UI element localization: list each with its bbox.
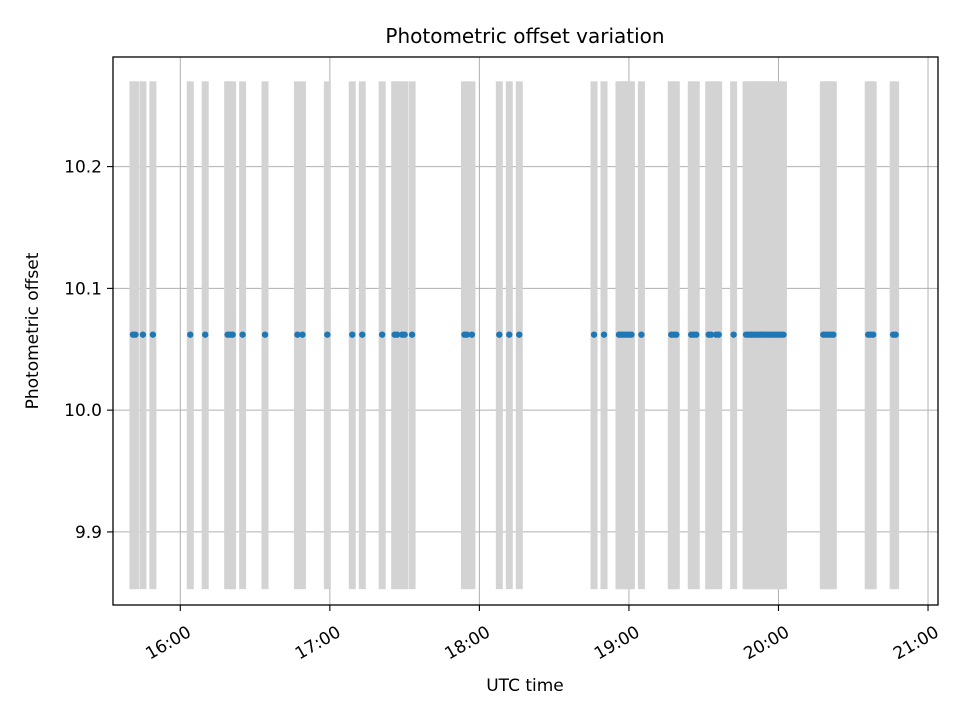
data-point bbox=[780, 331, 787, 338]
x-axis-label: UTC time bbox=[486, 676, 564, 696]
data-point bbox=[590, 331, 598, 338]
data-point bbox=[229, 331, 236, 338]
data-point bbox=[187, 331, 194, 338]
y-tick-label: 10.2 bbox=[64, 158, 102, 178]
data-point bbox=[830, 331, 837, 338]
axes-frame bbox=[112, 56, 939, 606]
chart-title: Photometric offset variation bbox=[385, 24, 664, 48]
y-axis-ticks: 9.9 10.0 10.1 10.2 bbox=[64, 158, 113, 543]
data-point bbox=[408, 331, 416, 338]
data-point bbox=[673, 331, 680, 338]
data-point bbox=[239, 331, 246, 338]
y-tick-label: 10.1 bbox=[64, 279, 102, 299]
data-point bbox=[892, 331, 899, 338]
data-point bbox=[600, 331, 608, 338]
data-point bbox=[349, 331, 356, 338]
y-tick-label: 9.9 bbox=[75, 523, 102, 543]
data-point bbox=[869, 331, 877, 338]
plot-area bbox=[113, 57, 938, 605]
data-point bbox=[468, 331, 476, 338]
data-point bbox=[132, 331, 139, 338]
data-point bbox=[149, 331, 157, 338]
data-point bbox=[261, 331, 269, 338]
data-point bbox=[628, 331, 635, 338]
data-point bbox=[324, 331, 331, 338]
data-point bbox=[506, 331, 513, 338]
data-point bbox=[294, 331, 301, 338]
data-point bbox=[139, 331, 147, 338]
data-point bbox=[202, 331, 209, 338]
data-point bbox=[463, 331, 471, 338]
data-point bbox=[730, 331, 737, 338]
data-point bbox=[378, 331, 386, 338]
data-points bbox=[129, 331, 899, 338]
y-axis-label: Photometric offset bbox=[23, 252, 43, 409]
data-point bbox=[516, 331, 523, 338]
data-point bbox=[707, 331, 715, 338]
data-point bbox=[393, 331, 401, 338]
data-point bbox=[359, 331, 366, 338]
data-point bbox=[401, 331, 408, 338]
data-point bbox=[299, 331, 306, 338]
y-tick-label: 10.0 bbox=[64, 401, 102, 421]
data-point bbox=[496, 331, 503, 338]
data-point bbox=[715, 331, 722, 338]
data-point bbox=[638, 331, 645, 338]
data-point bbox=[693, 331, 700, 338]
